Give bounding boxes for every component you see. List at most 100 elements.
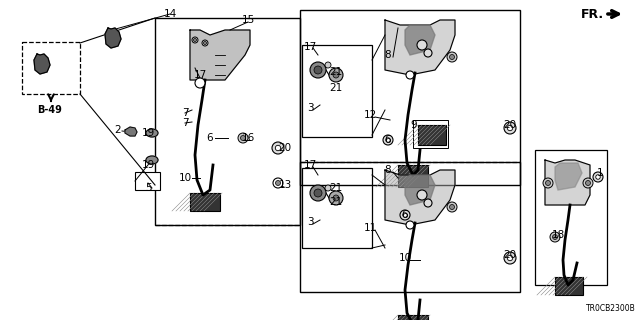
Circle shape <box>383 135 393 145</box>
Circle shape <box>202 40 208 46</box>
Circle shape <box>275 145 281 151</box>
Circle shape <box>275 180 280 186</box>
Bar <box>555 277 583 295</box>
Circle shape <box>403 213 407 217</box>
Circle shape <box>586 180 591 186</box>
Bar <box>155 18 300 225</box>
Circle shape <box>449 54 454 60</box>
Circle shape <box>406 221 414 229</box>
Circle shape <box>504 252 516 264</box>
Circle shape <box>325 62 331 68</box>
Circle shape <box>333 72 339 78</box>
Circle shape <box>192 37 198 43</box>
Circle shape <box>596 175 600 179</box>
Circle shape <box>310 185 326 201</box>
Bar <box>535 150 607 285</box>
Text: TR0CB2300B: TR0CB2300B <box>586 304 636 313</box>
Polygon shape <box>385 170 455 225</box>
Circle shape <box>386 138 390 142</box>
Circle shape <box>238 133 248 143</box>
Circle shape <box>204 42 207 44</box>
Bar <box>302 168 372 248</box>
Circle shape <box>333 195 339 201</box>
Circle shape <box>552 235 557 239</box>
Text: 8: 8 <box>385 165 391 175</box>
Polygon shape <box>405 175 435 205</box>
Circle shape <box>400 210 410 220</box>
Ellipse shape <box>146 129 158 137</box>
Circle shape <box>406 71 414 79</box>
Circle shape <box>329 191 343 205</box>
Bar <box>190 193 220 211</box>
Bar <box>135 172 160 190</box>
Bar <box>413 120 448 148</box>
Bar <box>398 165 428 187</box>
Circle shape <box>325 185 331 191</box>
Text: 17: 17 <box>303 42 317 52</box>
Circle shape <box>543 178 553 188</box>
Bar <box>300 10 520 185</box>
Text: 10: 10 <box>179 173 191 183</box>
Text: 16: 16 <box>241 133 255 143</box>
Text: 20: 20 <box>504 250 516 260</box>
Text: 6: 6 <box>207 133 213 143</box>
Bar <box>300 162 520 292</box>
Text: 10: 10 <box>399 253 412 263</box>
Text: 3: 3 <box>307 103 314 113</box>
Text: 7: 7 <box>182 118 188 128</box>
Circle shape <box>417 190 427 200</box>
Circle shape <box>545 180 550 186</box>
Text: 19: 19 <box>141 160 155 170</box>
Circle shape <box>424 199 432 207</box>
Text: FR.: FR. <box>580 7 604 20</box>
Polygon shape <box>125 127 137 136</box>
Bar <box>418 125 446 145</box>
Text: 21: 21 <box>330 83 342 93</box>
Text: 13: 13 <box>278 180 292 190</box>
Circle shape <box>583 178 593 188</box>
Text: 15: 15 <box>241 15 255 25</box>
Polygon shape <box>34 54 50 74</box>
Bar <box>398 315 428 320</box>
Ellipse shape <box>146 156 158 164</box>
Text: 17: 17 <box>303 160 317 170</box>
Text: 7: 7 <box>182 108 188 118</box>
Text: 19: 19 <box>141 128 155 138</box>
Polygon shape <box>385 20 455 75</box>
Text: 3: 3 <box>307 217 314 227</box>
Circle shape <box>314 189 322 197</box>
Bar <box>302 45 372 137</box>
Circle shape <box>508 125 513 131</box>
Polygon shape <box>545 160 590 205</box>
Circle shape <box>449 204 454 210</box>
Circle shape <box>508 255 513 261</box>
Circle shape <box>314 66 322 74</box>
Text: B-49: B-49 <box>37 105 62 115</box>
Circle shape <box>504 122 516 134</box>
Circle shape <box>447 202 457 212</box>
Text: 6: 6 <box>402 210 408 220</box>
Text: 20: 20 <box>278 143 292 153</box>
Text: 21: 21 <box>330 183 342 193</box>
Circle shape <box>417 40 427 50</box>
Polygon shape <box>105 28 121 48</box>
Text: 20: 20 <box>504 120 516 130</box>
Polygon shape <box>555 163 582 190</box>
Text: 11: 11 <box>364 223 376 233</box>
Circle shape <box>593 172 603 182</box>
Text: 18: 18 <box>552 230 564 240</box>
Circle shape <box>195 78 205 88</box>
Text: 8: 8 <box>385 50 391 60</box>
Bar <box>22 42 80 94</box>
Text: 9: 9 <box>411 120 417 130</box>
Text: 21: 21 <box>330 67 342 77</box>
Text: 17: 17 <box>193 70 207 80</box>
Text: 14: 14 <box>163 9 177 19</box>
Circle shape <box>329 68 343 82</box>
Circle shape <box>272 142 284 154</box>
Circle shape <box>241 135 246 140</box>
Circle shape <box>310 62 326 78</box>
Polygon shape <box>190 30 250 80</box>
Text: 1: 1 <box>596 168 604 178</box>
Circle shape <box>447 52 457 62</box>
